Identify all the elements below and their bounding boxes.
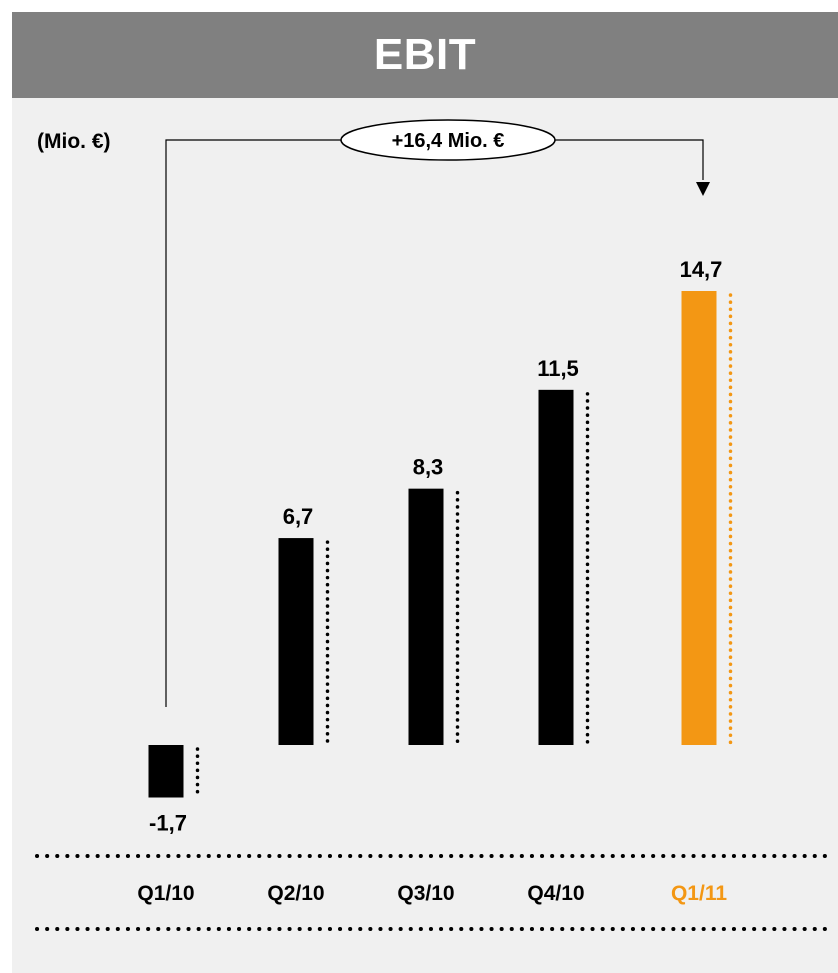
- bar-value-label: 11,5: [537, 356, 579, 381]
- bar-value-label: 14,7: [680, 257, 723, 282]
- value-labels: -1,7 6,7 8,3 11,5 14,7: [149, 257, 722, 836]
- category-label: Q2/10: [267, 882, 324, 905]
- bar-q4-10: [538, 389, 574, 745]
- bar-q1-11: [681, 291, 717, 745]
- change-callout-ellipse: [340, 119, 556, 161]
- bar-q3-10: [408, 488, 444, 745]
- bar-value-label: 6,7: [283, 504, 314, 529]
- bar-value-label: -1,7: [149, 811, 187, 836]
- bar-value-label: 8,3: [413, 455, 444, 480]
- bar-q1-10: [148, 745, 184, 798]
- change-callout: +16,4 Mio. €: [165, 119, 710, 707]
- bar-q2-10: [278, 538, 314, 745]
- category-label: Q1/11: [671, 882, 727, 905]
- unit-label: (Mio. €): [37, 130, 111, 153]
- divider-lines: [35, 854, 828, 931]
- arrow-down-icon: [696, 182, 710, 196]
- bar-series: [148, 291, 733, 798]
- category-label: Q4/10: [527, 882, 584, 905]
- category-label: Q1/10: [137, 882, 194, 905]
- chart-title: EBIT: [12, 12, 838, 98]
- change-callout-text: +16,4 Mio. €: [392, 130, 505, 152]
- category-label: Q3/10: [397, 882, 454, 905]
- category-labels: Q1/10 Q2/10 Q3/10 Q4/10 Q1/11: [137, 882, 727, 905]
